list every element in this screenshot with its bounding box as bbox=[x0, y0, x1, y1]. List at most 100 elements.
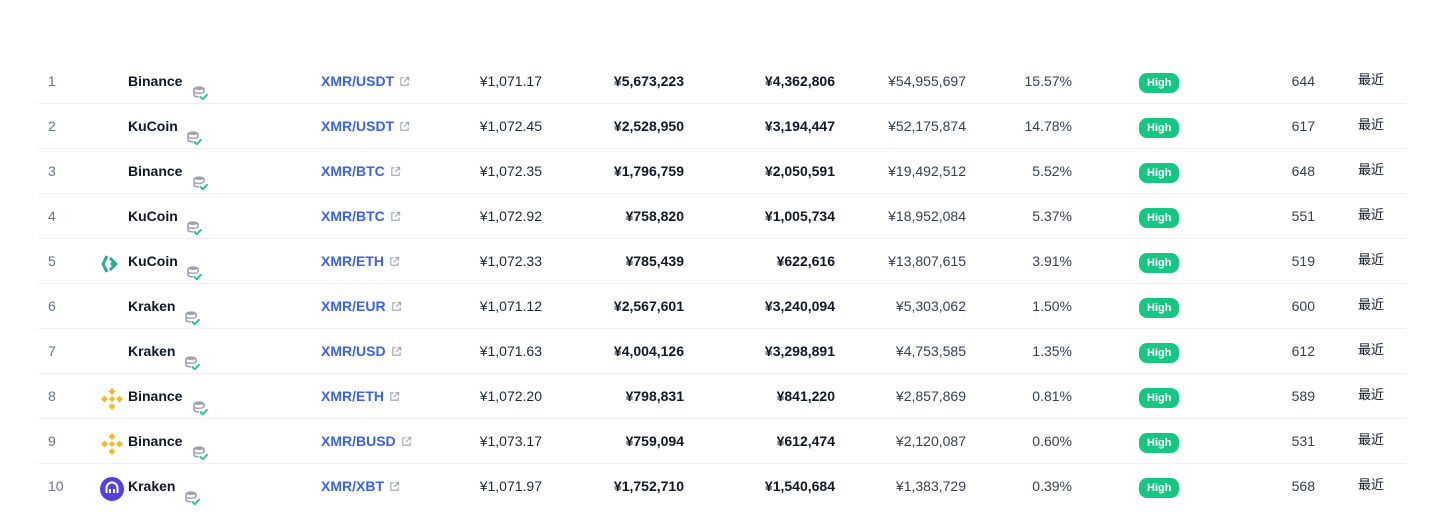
depth-minus-cell: ¥4,362,806 bbox=[764, 73, 835, 89]
liquidity-score-cell: 617 bbox=[1291, 118, 1315, 134]
volume-share-cell: 5.37% bbox=[1032, 208, 1072, 224]
liquidity-score-cell: 589 bbox=[1291, 388, 1315, 404]
price-cell: ¥1,072.45 bbox=[479, 118, 542, 134]
pair-link[interactable]: XMR/XBT bbox=[321, 464, 400, 508]
verified-database-icon bbox=[186, 254, 202, 281]
exchange-name-link[interactable]: KuCoin bbox=[128, 208, 178, 224]
price-cell: ¥1,072.33 bbox=[479, 253, 542, 269]
volume-share-cell: 0.39% bbox=[1032, 478, 1072, 494]
binance-logo-icon bbox=[100, 429, 124, 456]
depth-plus-cell: ¥1,796,759 bbox=[613, 163, 684, 179]
pair-label[interactable]: XMR/USD bbox=[321, 343, 386, 359]
exchange-name-link[interactable]: KuCoin bbox=[128, 253, 178, 269]
confidence-badge: High bbox=[1139, 118, 1180, 138]
pair-link[interactable]: XMR/BUSD bbox=[321, 419, 412, 463]
external-link-icon[interactable] bbox=[391, 285, 402, 329]
rank-cell: 5 bbox=[48, 253, 56, 269]
updated-cell: 最近 bbox=[1357, 388, 1384, 403]
table-row[interactable]: 6 Kraken XMR/EUR ¥1,071.12 ¥2,567,601 ¥3,240,… bbox=[38, 284, 1406, 329]
pair-link[interactable]: XMR/USDT bbox=[321, 104, 410, 148]
external-link-icon[interactable] bbox=[401, 420, 412, 464]
pair-label[interactable]: XMR/EUR bbox=[321, 298, 386, 314]
exchange-name-link[interactable]: Binance bbox=[128, 73, 183, 89]
liquidity-score-cell: 648 bbox=[1291, 163, 1315, 179]
confidence-cell: High bbox=[1139, 431, 1180, 453]
depth-plus-cell: ¥2,528,950 bbox=[613, 118, 684, 134]
price-cell: ¥1,072.20 bbox=[479, 388, 542, 404]
rank-cell: 3 bbox=[48, 163, 56, 179]
external-link-icon[interactable] bbox=[389, 375, 400, 419]
volume-share-cell: 0.60% bbox=[1032, 433, 1072, 449]
table-row[interactable]: 4 KuCoin XMR/BTC ¥1,072.92 ¥758,820 ¥1,005,73… bbox=[38, 194, 1406, 239]
verified-database-icon bbox=[184, 299, 200, 326]
updated-cell: 最近 bbox=[1357, 118, 1384, 133]
liquidity-score-cell: 519 bbox=[1291, 253, 1315, 269]
exchange-name-link[interactable]: Kraken bbox=[128, 343, 176, 359]
volume-cell: ¥2,857,869 bbox=[895, 388, 966, 404]
exchange-name-link[interactable]: Binance bbox=[128, 163, 183, 179]
pair-label[interactable]: XMR/USDT bbox=[321, 73, 395, 89]
exchange-name-link[interactable]: KuCoin bbox=[128, 118, 178, 134]
table-row[interactable]: 10 Kraken XMR/XBT ¥1,071.97 ¥1,752,710 ¥1,540… bbox=[38, 464, 1406, 508]
table-row[interactable]: 3 Binance XMR/BTC ¥1,072.35 ¥1,796,759 ¥2,050… bbox=[38, 149, 1406, 194]
updated-cell: 最近 bbox=[1357, 163, 1384, 178]
external-link-icon[interactable] bbox=[390, 195, 401, 239]
pair-link[interactable]: XMR/ETH bbox=[321, 239, 400, 283]
pair-label[interactable]: XMR/ETH bbox=[321, 388, 384, 404]
price-cell: ¥1,071.63 bbox=[479, 343, 542, 359]
exchange-name-link[interactable]: Binance bbox=[128, 388, 183, 404]
table-row[interactable]: 5 KuCoin XMR/ETH ¥1,072.33 ¥785,439 ¥622,616 ¥… bbox=[38, 239, 1406, 284]
exchange-name-link[interactable]: Binance bbox=[128, 433, 183, 449]
updated-cell: 最近 bbox=[1357, 73, 1384, 88]
depth-plus-cell: ¥758,820 bbox=[625, 208, 684, 224]
external-link-icon[interactable] bbox=[390, 150, 401, 194]
pair-link[interactable]: XMR/ETH bbox=[321, 374, 400, 418]
pair-link[interactable]: XMR/BTC bbox=[321, 149, 401, 193]
exchange-name-link[interactable]: Kraken bbox=[128, 478, 176, 494]
pair-label[interactable]: XMR/XBT bbox=[321, 478, 384, 494]
external-link-icon[interactable] bbox=[399, 60, 410, 104]
volume-share-cell: 14.78% bbox=[1024, 118, 1072, 134]
verified-database-icon bbox=[192, 74, 208, 101]
confidence-cell: High bbox=[1139, 476, 1180, 498]
rank-cell: 1 bbox=[48, 73, 56, 89]
pair-label[interactable]: XMR/USDT bbox=[321, 118, 395, 134]
depth-minus-cell: ¥1,540,684 bbox=[764, 478, 835, 494]
exchange-name-link[interactable]: Kraken bbox=[128, 298, 176, 314]
depth-minus-cell: ¥3,240,094 bbox=[764, 298, 835, 314]
external-link-icon[interactable] bbox=[389, 465, 400, 509]
depth-minus-cell: ¥612,474 bbox=[776, 433, 835, 449]
volume-cell: ¥52,175,874 bbox=[888, 118, 966, 134]
external-link-icon[interactable] bbox=[389, 240, 400, 284]
pair-link[interactable]: XMR/USDT bbox=[321, 59, 410, 103]
binance-logo-icon bbox=[100, 384, 124, 411]
confidence-badge: High bbox=[1139, 208, 1180, 228]
table-row[interactable]: 7 Kraken XMR/USD ¥1,071.63 ¥4,004,126 ¥3,298,… bbox=[38, 329, 1406, 374]
depth-minus-cell: ¥3,194,447 bbox=[764, 118, 835, 134]
pair-link[interactable]: XMR/EUR bbox=[321, 284, 402, 328]
volume-share-cell: 1.50% bbox=[1032, 298, 1072, 314]
pair-label[interactable]: XMR/BTC bbox=[321, 163, 385, 179]
pair-label[interactable]: XMR/BTC bbox=[321, 208, 385, 224]
external-link-icon[interactable] bbox=[391, 330, 402, 374]
liquidity-score-cell: 600 bbox=[1291, 298, 1315, 314]
table-row[interactable]: 8 Binance XMR/ETH ¥1,072.20 ¥798,831 ¥841,220… bbox=[38, 374, 1406, 419]
pair-link[interactable]: XMR/BTC bbox=[321, 194, 401, 238]
confidence-cell: High bbox=[1139, 116, 1180, 138]
pair-label[interactable]: XMR/BUSD bbox=[321, 433, 396, 449]
table-row[interactable]: 1 Binance XMR/USDT ¥1,071.17 ¥5,673,223 ¥4,36… bbox=[38, 59, 1406, 104]
pair-label[interactable]: XMR/ETH bbox=[321, 253, 384, 269]
volume-share-cell: 15.57% bbox=[1024, 73, 1072, 89]
depth-minus-cell: ¥841,220 bbox=[776, 388, 835, 404]
volume-cell: ¥18,952,084 bbox=[888, 208, 966, 224]
table-row[interactable]: 2 KuCoin XMR/USDT ¥1,072.45 ¥2,528,950 ¥3,194… bbox=[38, 104, 1406, 149]
confidence-cell: High bbox=[1139, 296, 1180, 318]
price-cell: ¥1,071.17 bbox=[479, 73, 542, 89]
volume-cell: ¥5,303,062 bbox=[895, 298, 966, 314]
pair-link[interactable]: XMR/USD bbox=[321, 329, 402, 373]
verified-database-icon bbox=[192, 389, 208, 416]
table-row[interactable]: 9 Binance XMR/BUSD ¥1,073.17 ¥759,094 ¥612,47… bbox=[38, 419, 1406, 464]
confidence-cell: High bbox=[1139, 161, 1180, 183]
liquidity-score-cell: 531 bbox=[1291, 433, 1315, 449]
external-link-icon[interactable] bbox=[399, 105, 410, 149]
